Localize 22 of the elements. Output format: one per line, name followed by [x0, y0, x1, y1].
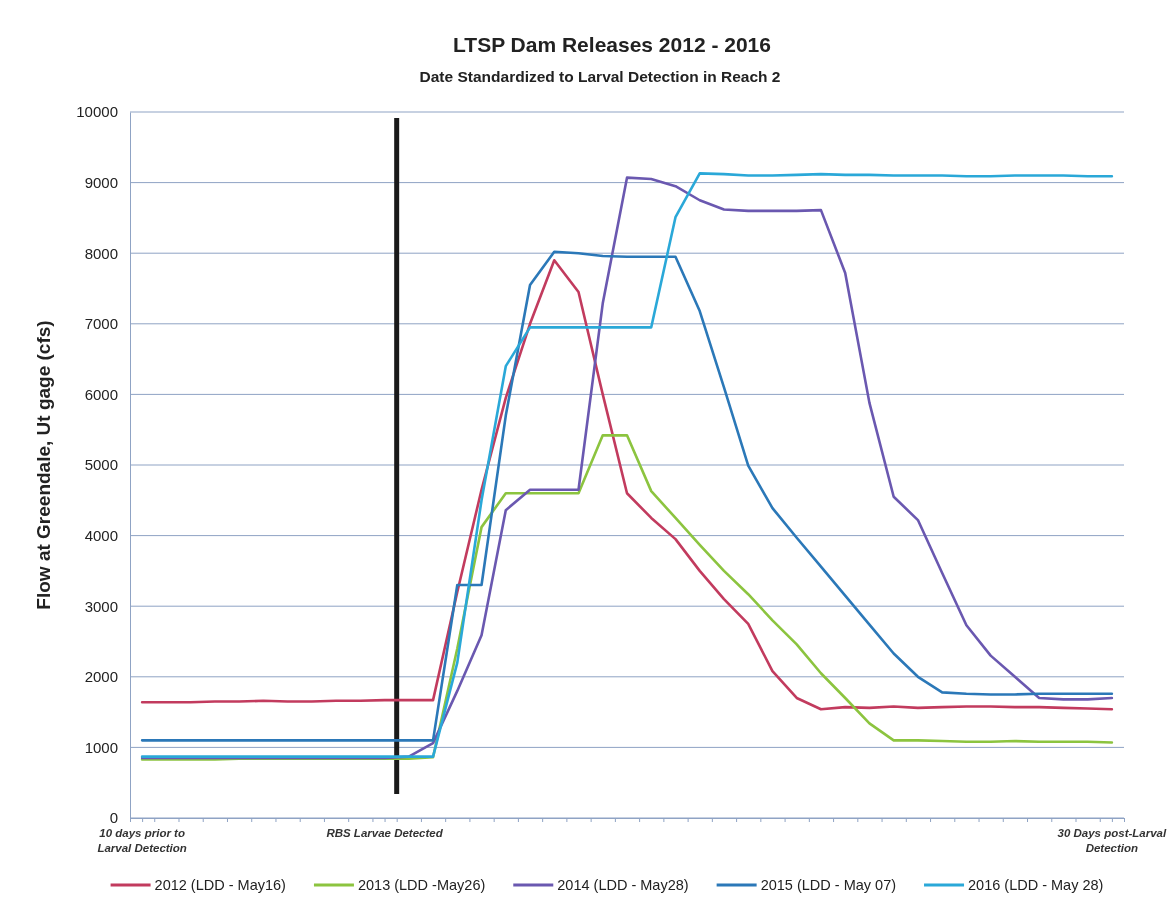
y-tick-label: 5000	[84, 456, 118, 474]
x-tick-label: RBS Larvae Detected	[326, 827, 444, 839]
y-tick-label: 2000	[84, 668, 118, 686]
y-tick-label: 6000	[84, 385, 118, 403]
legend-label: 2013 (LDD -May26)	[357, 877, 486, 893]
legend-label: 2014 (LDD - May28)	[557, 877, 689, 893]
y-tick-label: 0	[109, 809, 118, 827]
y-tick-label: 1000	[84, 738, 118, 756]
x-tick-label: 30 Days post-Larval Detection	[1057, 827, 1168, 854]
y-tick-label: 4000	[84, 526, 118, 544]
y-tick-label: 10000	[76, 103, 118, 121]
y-axis-title: Flow at Greendale, Ut gage (cfs)	[33, 320, 54, 610]
x-tick-label: 10 days prior to Larval Detection	[97, 827, 187, 854]
chart-title: LTSP Dam Releases 2012 - 2016	[453, 33, 771, 56]
legend-label: 2012 (LDD - May16)	[154, 877, 286, 893]
y-tick-label: 9000	[84, 173, 118, 191]
chart-subtitle: Date Standardized to Larval Detection in Reach 2	[419, 68, 781, 85]
legend-label: 2016 (LDD - May 28)	[968, 877, 1104, 893]
y-tick-label: 7000	[84, 315, 118, 333]
legend-label: 2015 (LDD - May 07)	[760, 877, 897, 893]
y-tick-label: 3000	[84, 597, 118, 615]
y-tick-label: 8000	[84, 244, 118, 262]
